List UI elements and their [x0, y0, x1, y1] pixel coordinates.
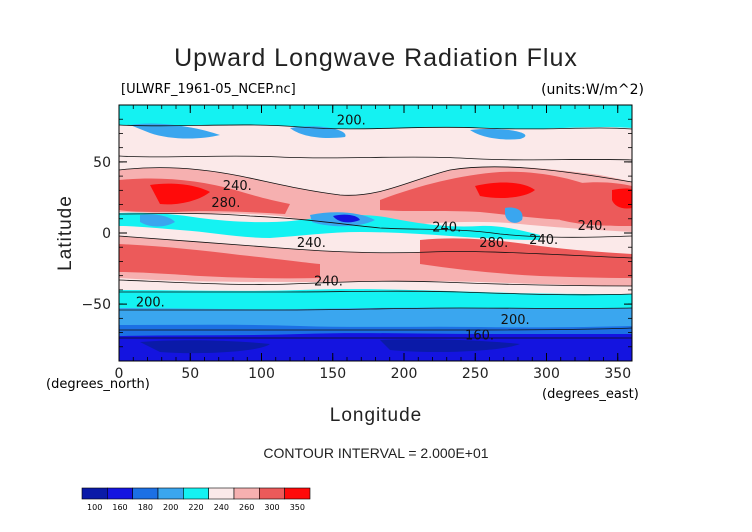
x-tick-label: 200 — [391, 366, 418, 382]
x-tick-label: 0 — [115, 366, 124, 382]
band-antarctic-navy — [140, 339, 520, 354]
contour-label: 240. — [223, 179, 252, 194]
band-equator-cyan — [119, 212, 540, 240]
contour-label: 200. — [501, 313, 530, 328]
band-ntrop-brightred — [150, 182, 632, 209]
x-axis-label: Longitude — [329, 405, 423, 426]
colorbar-swatch — [259, 487, 285, 500]
y-tick-label: −50 — [81, 297, 111, 313]
colorbar-swatch — [183, 487, 209, 500]
colorbar-tick-label: 350 — [290, 503, 305, 512]
x-tick-label: 50 — [181, 366, 199, 382]
colorbar-tick-label: 220 — [188, 503, 203, 512]
colorbar-tick-label: 240 — [214, 503, 229, 512]
x-tick-label: 250 — [462, 366, 489, 382]
contour-lines — [119, 124, 632, 339]
x-axis-unit-label: (degrees_east) — [542, 387, 639, 402]
colorbar-tick-label: 300 — [264, 503, 279, 512]
contour-label: 280. — [211, 196, 240, 211]
y-tick-label: 0 — [102, 226, 111, 242]
x-tick-label: 100 — [248, 366, 275, 382]
chart-title: Upward Longwave Radiation Flux — [174, 44, 578, 72]
contour-label: 280. — [479, 236, 508, 251]
colorbar-swatch — [284, 487, 311, 500]
band-south-cyan — [119, 289, 632, 310]
contour-interval-label: CONTOUR INTERVAL = 2.000E+01 — [263, 445, 489, 461]
colorbar-swatch — [233, 487, 260, 500]
band-south-midblue — [119, 307, 632, 330]
colorbar-swatch — [157, 487, 184, 500]
contour-labels: 200. 240. 280. 240. 240. 280. 240. 240. 240. 200.… — [136, 114, 607, 344]
x-tick-label: 300 — [533, 366, 560, 382]
heatmap-field: 200. 240. 280. 240. 240. 280. 240. 240. 240. 200.… — [119, 105, 632, 361]
y-axis-unit-label: (degrees_north) — [46, 377, 150, 392]
band-north-mid-blue — [130, 123, 526, 140]
colorbar-swatch — [107, 487, 133, 500]
contour-label: 240. — [297, 236, 326, 251]
colorbar: 100 160 180 200 220 240 260 300 350 — [81, 487, 311, 512]
colorbar-tick-label: 180 — [138, 503, 153, 512]
y-tick-label: 50 — [93, 155, 111, 171]
axes: 0 50 100 150 200 250 300 350 −50 0 50 — [81, 105, 633, 382]
band-north-cyan-1 — [119, 105, 632, 129]
colorbar-tick-label: 160 — [112, 503, 127, 512]
band-equator-deepblue — [333, 214, 360, 223]
colorbar-tick-label: 100 — [87, 503, 102, 512]
x-tick-label: 350 — [604, 366, 631, 382]
band-strop-red — [119, 238, 632, 279]
contour-label: 240. — [432, 220, 461, 235]
colorbar-swatch — [132, 487, 159, 500]
contour-label: 240. — [578, 219, 607, 234]
contour-label: 240. — [529, 233, 558, 248]
contour-label: 200. — [337, 114, 366, 129]
units-label: (units:W/m^2) — [541, 82, 644, 98]
band-south-lightpink — [119, 278, 632, 295]
colorbar-swatch — [81, 487, 108, 500]
band-antarctic-deepblue — [119, 333, 632, 361]
contour-label: 200. — [136, 296, 165, 311]
contour-label: 160. — [465, 328, 494, 343]
source-file-label: [ULWRF_1961-05_NCEP.nc] — [121, 82, 296, 97]
x-tick-label: 150 — [319, 366, 346, 382]
band-equator-blue — [140, 207, 523, 227]
contour-label: 240. — [314, 274, 343, 289]
colorbar-tick-label: 260 — [239, 503, 254, 512]
colorbar-tick-label: 200 — [163, 503, 178, 512]
colorbar-swatch — [208, 487, 235, 500]
